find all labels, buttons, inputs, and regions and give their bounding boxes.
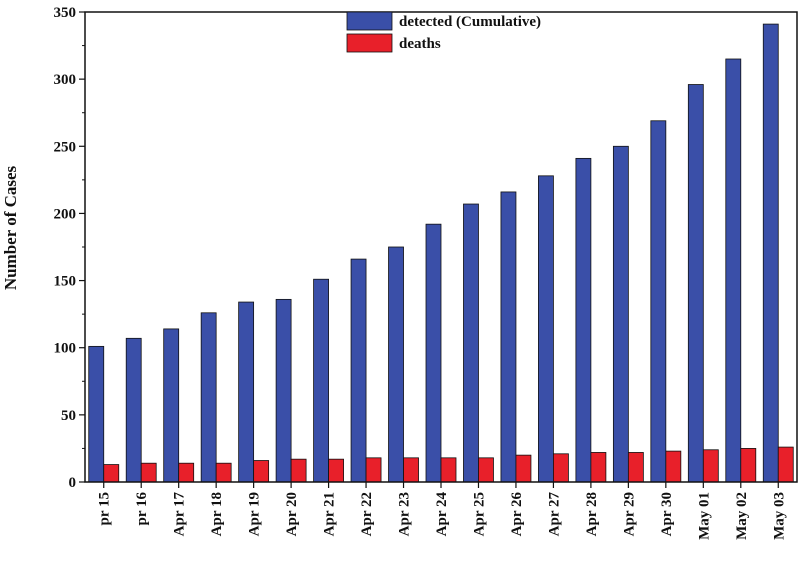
x-tick-label-5: Apr 20 <box>284 492 300 536</box>
x-tick-label-8: Apr 23 <box>397 492 413 536</box>
bar-detected-1 <box>125 337 142 483</box>
bar-detected-15 <box>650 120 667 483</box>
bar-detected-4 <box>238 301 255 483</box>
bar-deaths-7 <box>365 457 382 483</box>
bar-detected-7 <box>350 258 367 483</box>
bar-detected-13 <box>575 157 592 483</box>
plot-frame <box>84 11 798 483</box>
bar-deaths-11 <box>515 454 532 483</box>
bar-deaths-9 <box>440 457 457 483</box>
bar-deaths-17 <box>740 448 757 483</box>
bar-detected-8 <box>388 246 404 483</box>
bar-deaths-12 <box>553 453 569 483</box>
bar-deaths-13 <box>590 452 607 483</box>
legend-label-1: deaths <box>399 36 441 52</box>
bar-detected-11 <box>500 191 517 483</box>
y-tick-label-4: 200 <box>54 206 77 222</box>
x-tick-label-12: Apr 27 <box>546 492 562 537</box>
bar-deaths-8 <box>403 457 419 483</box>
bar-deaths-6 <box>328 458 344 483</box>
x-tick-label-7: Apr 22 <box>359 492 375 536</box>
y-tick-label-3: 150 <box>54 274 77 290</box>
bar-deaths-15 <box>665 450 682 483</box>
x-tick-label-6: Apr 21 <box>322 492 338 536</box>
bar-detected-16 <box>687 84 704 483</box>
x-tick-label-17: May 02 <box>734 492 750 540</box>
bar-deaths-18 <box>777 446 794 483</box>
x-tick-label-9: Apr 24 <box>434 492 450 537</box>
bar-detected-3 <box>200 312 217 483</box>
y-ticks-group: 0 50 100 150 200 250 300 350 <box>54 5 85 491</box>
x-tick-label-15: Apr 30 <box>659 492 675 536</box>
legend-swatch-1 <box>346 33 393 53</box>
bar-deaths-0 <box>103 464 120 483</box>
y-tick-label-0: 0 <box>69 475 77 491</box>
bar-detected-14 <box>612 145 629 483</box>
bar-detected-10 <box>463 203 479 483</box>
x-tick-label-4: Apr 19 <box>247 492 263 536</box>
bar-deaths-10 <box>478 457 494 483</box>
x-tick-label-2: Apr 17 <box>172 492 188 537</box>
x-ticks-group: pr 15 pr 16 Apr 17 Apr 18 Apr 19 Apr 20 Apr 21… <box>97 482 787 540</box>
x-tick-label-13: Apr 28 <box>584 492 600 536</box>
bar-detected-0 <box>88 345 105 483</box>
bar-detected-6 <box>313 278 329 483</box>
bar-deaths-5 <box>290 458 307 483</box>
bar-detected-17 <box>725 58 742 483</box>
legend-label-0: detected (Cumulative) <box>399 14 541 30</box>
bar-detected-5 <box>275 298 292 483</box>
x-tick-label-16: May 01 <box>696 492 712 540</box>
x-tick-label-1: pr 16 <box>134 492 150 526</box>
x-tick-label-18: May 03 <box>771 492 787 540</box>
legend-swatch-0 <box>346 11 393 31</box>
y-tick-label-6: 300 <box>54 72 77 88</box>
bar-deaths-2 <box>178 462 195 483</box>
bar-deaths-14 <box>627 452 644 483</box>
x-tick-label-3: Apr 18 <box>209 492 225 536</box>
y-tick-label-2: 100 <box>54 341 77 357</box>
bar-detected-12 <box>538 175 554 483</box>
y-tick-label-1: 50 <box>61 408 76 424</box>
legend: detected (Cumulative) deaths <box>346 11 541 53</box>
bar-detected-2 <box>163 328 180 483</box>
x-tick-label-14: Apr 29 <box>621 492 637 536</box>
x-tick-label-10: Apr 25 <box>471 492 487 536</box>
bar-detected-9 <box>425 223 442 483</box>
y-tick-label-7: 350 <box>54 5 77 21</box>
bar-deaths-4 <box>253 460 270 483</box>
x-tick-label-11: Apr 26 <box>509 492 525 537</box>
bars-group <box>88 23 794 483</box>
bar-detected-18 <box>762 23 779 483</box>
y-tick-label-5: 250 <box>54 139 77 155</box>
bar-deaths-3 <box>215 462 232 483</box>
y-axis-title: Number of Cases <box>1 165 20 290</box>
bar-deaths-16 <box>702 449 719 483</box>
bar-deaths-1 <box>140 462 157 483</box>
x-tick-label-0: pr 15 <box>97 492 113 525</box>
